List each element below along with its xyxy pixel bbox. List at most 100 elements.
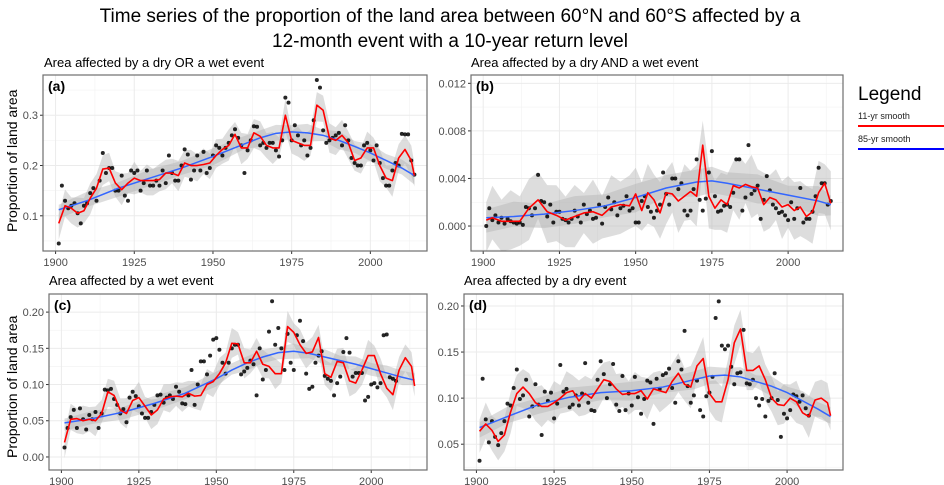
data-point (384, 183, 389, 188)
x-tick-label: 1950 (201, 257, 225, 269)
data-point (390, 376, 395, 381)
data-point (328, 378, 333, 383)
data-point (387, 183, 392, 188)
data-point (816, 0, 820, 2)
data-point (336, 130, 341, 135)
x-tick-label: 1975 (700, 257, 724, 269)
data-point (122, 193, 127, 198)
data-point (208, 353, 213, 358)
data-point (578, 220, 583, 225)
smooth-11yr-line (485, 144, 832, 223)
data-point (310, 384, 315, 389)
data-point (533, 382, 538, 387)
data-point (157, 183, 162, 188)
data-point (347, 350, 352, 355)
data-point (102, 387, 107, 392)
data-point (775, 397, 780, 402)
data-point (651, 421, 656, 426)
data-point (81, 203, 86, 208)
y-tick-label: 0.00 (23, 452, 44, 464)
data-point (233, 127, 237, 132)
data-point (548, 390, 553, 395)
data-point (732, 382, 737, 387)
data-point (483, 417, 488, 422)
y-tick-label: 0.20 (23, 307, 44, 319)
data-point (135, 168, 140, 173)
data-point (542, 389, 547, 394)
y-tick-label: 0.1 (23, 211, 38, 223)
data-point (635, 395, 640, 400)
data-point (148, 183, 153, 188)
data-point (691, 187, 696, 192)
data-point (332, 393, 337, 398)
data-point (195, 153, 200, 158)
data-point (676, 359, 681, 364)
data-point (110, 166, 115, 171)
data-point (325, 376, 330, 381)
data-point (670, 385, 675, 390)
data-point (524, 377, 529, 382)
data-point (776, 210, 781, 215)
data-point (542, 200, 547, 205)
confidence-ribbon-11yr (58, 92, 415, 240)
data-point (629, 403, 634, 408)
data-point (338, 374, 343, 379)
data-point (139, 411, 144, 416)
confidence-ribbon-85yr (64, 343, 415, 431)
data-point (410, 0, 414, 2)
smooth-85yr-line (58, 131, 415, 211)
data-point (800, 393, 805, 398)
data-point (738, 370, 743, 375)
y-tick-label: 0.000 (438, 221, 466, 233)
data-point (214, 143, 219, 148)
data-point (760, 397, 765, 402)
data-point (189, 368, 194, 373)
data-point (264, 145, 269, 150)
data-point (713, 315, 718, 320)
data-point (570, 402, 575, 407)
data-point (267, 140, 272, 145)
data-point (496, 443, 501, 448)
data-point (242, 171, 247, 176)
data-point (822, 0, 826, 2)
data-point (807, 216, 812, 221)
data-point (801, 220, 806, 225)
data-point (314, 78, 319, 83)
data-point (163, 181, 168, 186)
data-point (158, 392, 163, 397)
data-point (350, 374, 355, 379)
data-point (399, 131, 404, 136)
confidence-ribbon-85yr (58, 123, 415, 219)
data-point (87, 412, 92, 417)
data-point (786, 218, 791, 223)
plot-area (56, 78, 417, 246)
data-point (645, 205, 650, 209)
data-point (368, 148, 373, 153)
data-point (785, 416, 790, 421)
data-point (527, 414, 532, 419)
data-point (402, 132, 407, 137)
data-point (176, 178, 181, 183)
panel-a: 1900 1925 1950 1975 2000 0.1 0.2 0.3 (a) (23, 74, 428, 269)
data-point (183, 402, 188, 407)
data-point (639, 199, 644, 204)
data-point (132, 171, 137, 176)
data-point (624, 194, 629, 199)
data-point (229, 133, 234, 138)
legend-label-85yr: 85-yr smooth (858, 134, 911, 144)
data-point (304, 371, 309, 376)
data-point (704, 394, 709, 399)
data-point (286, 100, 291, 105)
panel-tag: (a) (48, 78, 65, 94)
data-point (182, 147, 187, 152)
data-point (358, 163, 363, 168)
x-tick-label: 1900 (464, 476, 488, 485)
data-point (353, 370, 358, 375)
data-point (103, 171, 108, 176)
data-point (100, 150, 105, 155)
data-point (583, 361, 588, 366)
smooth-85yr-line (486, 180, 832, 219)
data-point (91, 186, 96, 191)
data-point (270, 299, 275, 304)
data-point (600, 221, 605, 226)
